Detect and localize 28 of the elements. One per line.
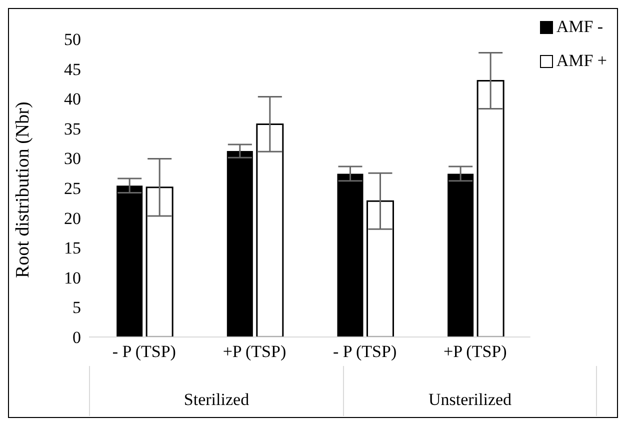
y-tick-label: 10 [64,268,81,288]
y-tick-label: 30 [64,149,81,168]
y-tick-label: 0 [72,328,81,348]
y-tick-label: 35 [64,119,81,138]
bar [256,123,284,337]
y-tick-label: 5 [72,298,81,318]
y-tick-label: 40 [64,90,81,109]
bar [146,186,174,337]
x-tick-label: - P (TSP) [333,342,397,362]
bar [448,174,474,337]
bar [116,186,143,337]
x-tick-label: +P (TSP) [222,342,286,362]
y-axis-title: Root distribution (Nbr) [12,102,34,278]
y-tick-label: 45 [64,60,81,79]
y-tick-label: 25 [64,179,81,198]
text: Sterilized [89,366,343,416]
y-tick-label: 20 [64,208,81,228]
y-tick-label: 50 [64,30,81,50]
bar [337,174,364,337]
bar [366,200,394,337]
bar [476,80,504,337]
x-tick-label: - P (TSP) [112,342,176,362]
bar [226,151,253,337]
text: Unsterilized [343,366,597,416]
legend-label: AMF - [556,17,604,37]
y-tick-label: 15 [64,238,81,258]
legend-label: AMF + [556,51,607,71]
x-tick-label: +P (TSP) [444,342,507,362]
